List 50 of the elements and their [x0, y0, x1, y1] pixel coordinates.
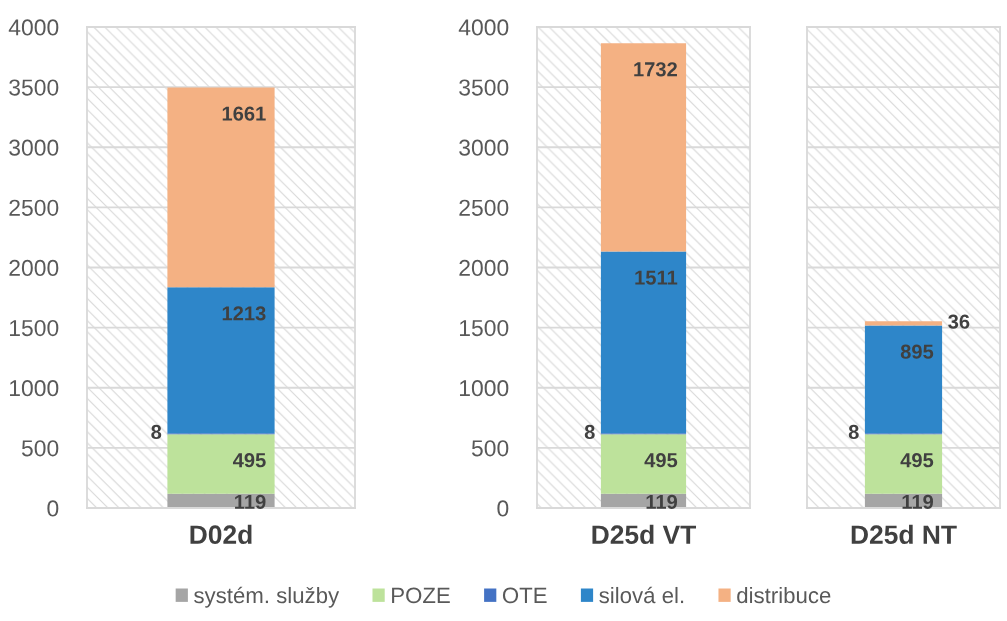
y-tick-label: 0 [47, 500, 59, 517]
data-label: 1732 [634, 62, 677, 77]
bar [864, 321, 943, 326]
data-label: 119 [235, 494, 266, 510]
x-tick-label: D25d NT [851, 524, 957, 545]
y-tick-label: 3000 [9, 139, 59, 156]
data-label: 495 [644, 453, 678, 468]
y-tick-label: 1500 [459, 319, 509, 337]
y-tick-label: 2000 [459, 259, 509, 277]
y-tick-label: 3500 [9, 79, 59, 96]
y-tick-label: 2000 [9, 259, 59, 277]
data-label: 1213 [222, 306, 266, 321]
y-tick-label: 3000 [459, 139, 509, 156]
y-tick-label: 1000 [459, 380, 509, 397]
y-tick-label: 4000 [8, 19, 59, 36]
y-tick-label: 500 [471, 440, 509, 457]
data-label: 495 [232, 453, 266, 468]
y-tick-label: 1000 [9, 380, 59, 397]
y-tick-label: 500 [21, 440, 59, 457]
y-tick-label: 2500 [9, 199, 59, 216]
data-label: 36 [948, 314, 970, 329]
bar [864, 325, 943, 434]
data-label: 1511 [635, 270, 678, 285]
legend-label: distribuce [737, 586, 831, 604]
bar [167, 434, 275, 494]
x-tick-label: D02d [190, 524, 252, 545]
data-label: 8 [848, 424, 859, 440]
y-tick-label: 4000 [458, 19, 509, 36]
bar [864, 434, 943, 494]
bar [167, 87, 275, 288]
y-tick-label: 2500 [459, 199, 509, 216]
data-label: 119 [902, 494, 934, 510]
legend-label: silová el. [599, 586, 684, 604]
data-label: 119 [646, 494, 678, 510]
bar [600, 43, 687, 252]
legend-label: POZE [392, 587, 450, 604]
x-tick-label: D25d VT [592, 524, 697, 545]
legend-label: OTE [502, 587, 547, 604]
bar [600, 251, 687, 434]
data-label: 495 [900, 453, 934, 468]
data-label: 8 [584, 424, 595, 440]
bar [167, 287, 275, 434]
data-label: 1661 [222, 106, 266, 121]
y-tick-label: 1500 [9, 319, 59, 337]
legend-label: systém. služby [194, 586, 340, 608]
bar [600, 434, 687, 494]
data-label: 895 [900, 344, 934, 359]
y-tick-label: 3500 [459, 79, 509, 96]
data-label: 8 [151, 424, 162, 440]
y-tick-label: 0 [497, 500, 509, 517]
